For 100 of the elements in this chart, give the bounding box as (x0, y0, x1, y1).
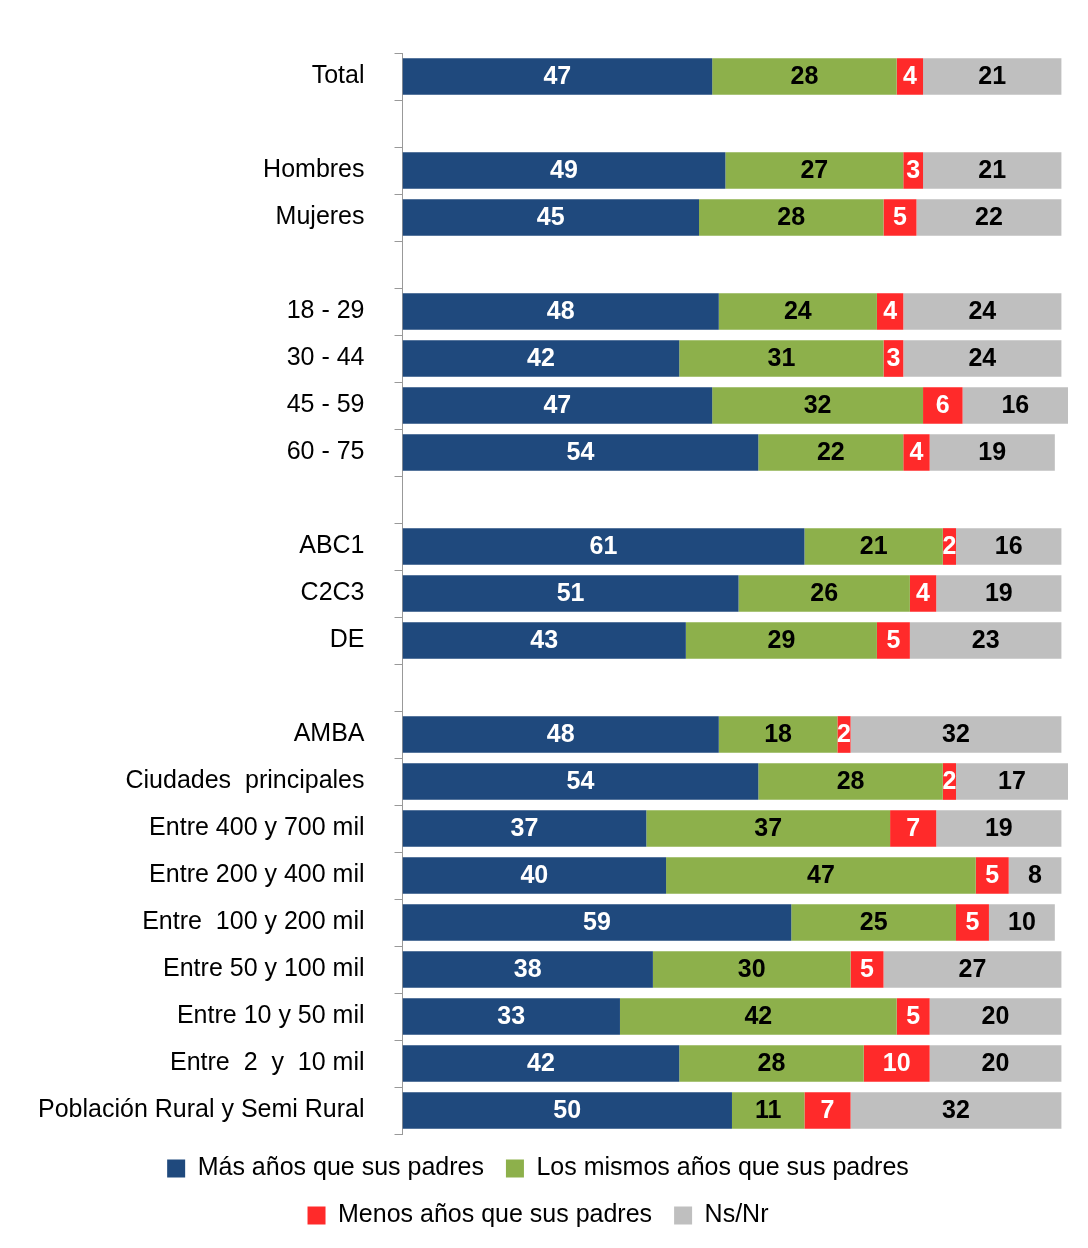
bar (685, 622, 877, 659)
data-label: 16 (1001, 390, 1030, 419)
y-tick-label: DE (329, 624, 365, 653)
bar (402, 575, 739, 612)
data-label: 21 (978, 61, 1007, 90)
y-tick-label: 30 - 44 (286, 342, 365, 371)
bar (923, 152, 1062, 189)
y-tick-label: Entre 2 y 10 mil (169, 1047, 365, 1076)
data-label: 5 (893, 202, 908, 231)
bar (402, 716, 719, 753)
data-label: 25 (859, 907, 888, 936)
bar (962, 387, 1068, 424)
bar (712, 58, 897, 95)
data-label: 29 (767, 625, 796, 654)
data-label: 19 (978, 437, 1007, 466)
data-label: 21 (859, 531, 888, 560)
data-label: 19 (984, 813, 1013, 842)
legend-label: Ns/Nr (704, 1199, 769, 1228)
bar (402, 951, 653, 988)
y-tick-label: Entre 50 y 100 mil (163, 953, 365, 982)
bar (402, 810, 647, 847)
data-label: 47 (543, 390, 572, 419)
bar (916, 199, 1062, 236)
data-label: 26 (810, 578, 839, 607)
bar (903, 293, 1062, 330)
data-label: 16 (994, 531, 1023, 560)
bar (718, 293, 877, 330)
data-label: 22 (975, 202, 1003, 231)
data-label: 24 (783, 296, 812, 325)
data-label: 4 (916, 578, 931, 607)
bar (402, 528, 805, 565)
data-label: 7 (820, 1095, 835, 1124)
bar (402, 152, 726, 189)
bar (619, 998, 897, 1035)
bar (402, 1092, 732, 1129)
data-label: 61 (589, 531, 618, 560)
data-label: 28 (790, 61, 819, 90)
data-label: 11 (754, 1095, 782, 1124)
bar (731, 1092, 805, 1129)
legend-label: Los mismos años que sus padres (536, 1152, 909, 1181)
data-label: 32 (942, 1095, 970, 1124)
bar (718, 716, 838, 753)
data-label: 37 (510, 813, 539, 842)
data-label: 27 (800, 155, 829, 184)
data-label: 45 (536, 202, 565, 231)
y-tick-label: C2C3 (300, 577, 365, 606)
y-tick-label: Población Rural y Semi Rural (37, 1094, 365, 1123)
bar (955, 528, 1062, 565)
y-tick-label: Total (311, 60, 365, 89)
bar (738, 575, 910, 612)
data-label: 28 (777, 202, 806, 231)
data-label: 54 (566, 437, 595, 466)
bar (402, 199, 700, 236)
bar (712, 387, 924, 424)
bar (791, 904, 956, 941)
bar (652, 951, 851, 988)
bar (929, 1045, 1062, 1082)
bar (955, 763, 1068, 800)
data-label: 49 (550, 155, 578, 184)
bar (646, 810, 891, 847)
data-label: 32 (803, 390, 832, 419)
data-label: 37 (754, 813, 783, 842)
bar (909, 622, 1062, 659)
bar (1008, 857, 1062, 894)
data-label: 17 (998, 766, 1026, 795)
data-label: 48 (546, 719, 575, 748)
y-tick-label: Ciudades principales (125, 765, 365, 794)
bar (402, 58, 713, 95)
bar (402, 434, 759, 471)
y-tick-label: Entre 400 y 700 mil (149, 812, 365, 841)
y-tick-label: Entre 10 y 50 mil (176, 1000, 365, 1029)
y-tick-label: 18 - 29 (286, 295, 365, 324)
data-label: 5 (886, 625, 901, 654)
data-label: 40 (520, 860, 549, 889)
legend-label: Menos años que sus padres (338, 1199, 653, 1228)
y-tick-label: Mujeres (275, 201, 365, 230)
data-label: 10 (1007, 907, 1036, 936)
bar (666, 857, 976, 894)
data-label: 43 (530, 625, 559, 654)
data-label: 47 (543, 61, 572, 90)
bar (402, 904, 792, 941)
bar (679, 340, 884, 377)
bar (402, 293, 719, 330)
data-label: 5 (860, 954, 875, 983)
data-label: 24 (968, 343, 997, 372)
bar (402, 857, 667, 894)
data-label: 27 (958, 954, 987, 983)
bar (883, 951, 1062, 988)
data-label: 50 (553, 1095, 582, 1124)
data-label: 7 (906, 813, 921, 842)
data-label: 18 (764, 719, 793, 748)
data-label: 20 (981, 1001, 1010, 1030)
bar (929, 998, 1062, 1035)
data-label: 5 (985, 860, 1000, 889)
data-label: 47 (807, 860, 835, 889)
data-label: 20 (981, 1048, 1010, 1077)
data-label: 33 (497, 1001, 526, 1030)
y-tick-label: 45 - 59 (286, 389, 365, 418)
data-label: 5 (906, 1001, 921, 1030)
data-label: 59 (582, 907, 611, 936)
